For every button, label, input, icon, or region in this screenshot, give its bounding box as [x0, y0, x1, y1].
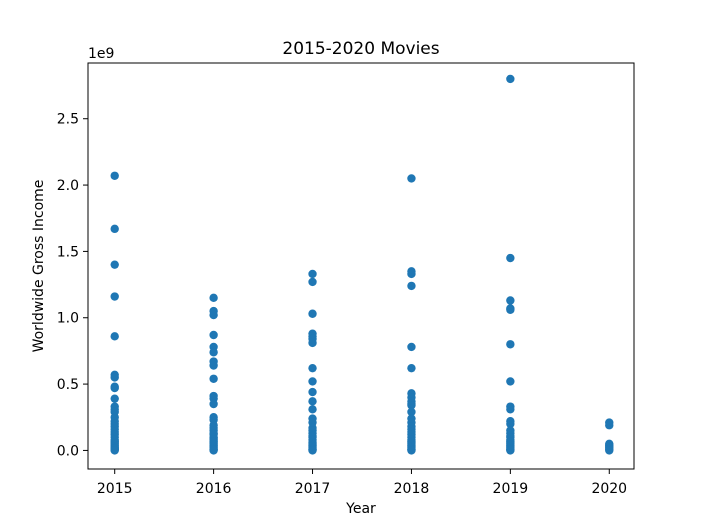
data-point [110, 394, 119, 403]
data-point [110, 446, 119, 455]
data-point [407, 363, 416, 373]
data-points [110, 74, 614, 455]
data-point [506, 253, 515, 263]
chart-title: 2015-2020 Movies [282, 39, 439, 59]
x-tick-label: 2019 [493, 481, 529, 497]
data-point [308, 397, 317, 406]
data-point [110, 383, 119, 393]
data-point [308, 277, 317, 287]
data-point [605, 446, 614, 455]
data-point [407, 401, 416, 410]
data-point [407, 269, 416, 279]
axes-frame [87, 62, 635, 470]
y-tick-label: 0.0 [57, 443, 79, 459]
data-point [110, 224, 119, 234]
x-tick-label: 2015 [97, 481, 133, 497]
x-tick-label: 2016 [196, 481, 232, 497]
data-point [110, 260, 119, 269]
data-point [308, 269, 317, 279]
y-tick-label: 2.0 [57, 178, 79, 194]
data-point [110, 292, 119, 301]
x-axis-ticks: 2015 2016 2017 2018 2019 2020 [97, 469, 627, 497]
data-point [209, 330, 218, 340]
plot-area [87, 62, 635, 470]
data-point [209, 374, 218, 383]
data-point [209, 399, 218, 409]
x-tick-label: 2017 [295, 481, 331, 497]
x-axis-label: Year [345, 501, 376, 517]
data-point [209, 293, 218, 303]
data-point [407, 342, 416, 352]
y-axis-offset-label: 1e9 [88, 46, 114, 62]
data-point [308, 377, 317, 386]
data-point [308, 446, 317, 455]
data-point [506, 340, 515, 349]
y-axis-label: Worldwide Gross Income [31, 180, 47, 353]
y-tick-label: 2.5 [57, 112, 79, 128]
data-point [308, 405, 317, 414]
data-point [407, 446, 416, 455]
y-axis-ticks: 0.0 0.5 1.0 1.5 2.0 2.5 [57, 112, 88, 459]
data-point [308, 338, 317, 348]
data-point [605, 421, 614, 430]
x-tick-label: 2020 [591, 481, 627, 497]
data-point [110, 171, 119, 180]
data-point [209, 310, 218, 320]
data-point [209, 348, 218, 357]
data-point [308, 387, 317, 397]
data-point [407, 281, 416, 291]
data-point [407, 174, 416, 183]
data-point [506, 405, 515, 414]
y-tick-label: 0.5 [57, 377, 79, 393]
data-point [110, 373, 119, 382]
data-point [308, 309, 317, 318]
data-point [506, 419, 515, 429]
data-point [110, 332, 119, 341]
data-point [506, 305, 515, 314]
data-point [506, 296, 515, 305]
data-point [209, 446, 218, 455]
data-point [506, 74, 515, 84]
y-tick-label: 1.0 [57, 311, 79, 327]
data-point [308, 363, 317, 373]
data-point [407, 407, 416, 417]
x-tick-label: 2018 [394, 481, 430, 497]
y-tick-label: 1.5 [57, 244, 79, 260]
data-point [209, 361, 218, 370]
data-point [506, 446, 515, 455]
data-point [506, 377, 515, 386]
